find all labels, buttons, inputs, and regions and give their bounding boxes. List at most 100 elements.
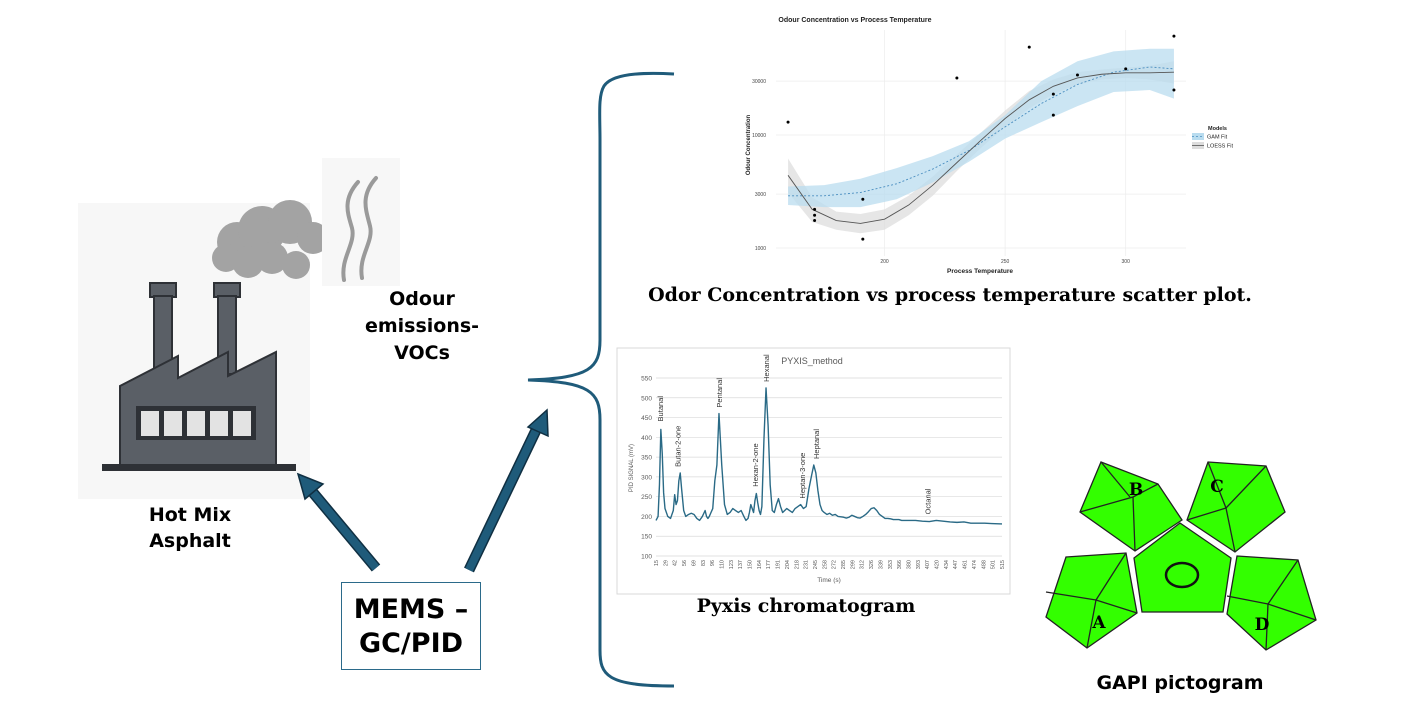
scatter-confidence-bands [788,48,1174,234]
chromatogram-x-tick-label: 434 [944,560,950,569]
smoke-cloud-icon [212,200,329,279]
peak-label: Butanal [656,396,665,422]
chromatogram-x-tick-label: 204 [785,560,791,569]
scatter-y-axis-label: Odour Concentration [746,115,752,176]
gapi-pentagon-a [1045,552,1138,649]
chromatogram-tick-labels: 100 150 200 250 300 350 400 450 500 550 15 29 42 56 69… [641,376,1006,570]
peak-label: Heptan-3-one [798,453,807,499]
legend-entry: GAM Fit [1207,135,1228,141]
chromatogram-x-tick-label: 150 [748,560,754,569]
chromatogram-y-tick-label: 150 [641,534,652,541]
chromatogram-x-tick-label: 299 [850,560,856,569]
chromatogram-x-tick-label: 515 [1000,560,1006,569]
odour-emissions-label: Odour emissions- VOCs [360,286,484,367]
gapi-pentagon-c [1186,461,1286,553]
gapi-caption: GAPI pictogram [1096,672,1264,694]
hma-line-1: Hot Mix [148,504,232,526]
chromatogram-x-tick-label: 326 [869,560,875,569]
scatter-point [1027,45,1031,49]
chromatogram-x-tick-label: 245 [813,560,819,569]
chromatogram-chart: PYXIS_method Butanal Butan-2-one Pentanal H… [616,347,1011,595]
chromatogram-x-tick-label: 69 [691,560,697,566]
gc-pid-label: GC/PID [358,628,464,659]
scatter-caption: Odor Concentration vs process temperatur… [648,284,1252,306]
chromatogram-x-tick-label: 29 [663,560,669,566]
peak-label: Butan-2-one [673,426,682,467]
odour-line-2: emissions- [364,315,480,337]
scatter-point [861,197,865,201]
scatter-y-tick-label: 3000 [755,192,766,198]
peak-label: Heptanal [812,429,821,459]
chromatogram-signal [655,387,1003,525]
curly-brace [527,71,675,688]
scatter-point [1051,113,1055,117]
chromatogram-x-tick-label: 218 [794,560,800,569]
scatter-y-tick-label: 10000 [752,133,766,139]
scatter-point [955,76,959,80]
chromatogram-title: PYXIS_method [781,356,843,366]
factory-icon [78,158,400,499]
chromatogram-y-tick-label: 250 [641,494,652,501]
scatter-points [786,34,1176,241]
scatter-point [813,207,817,211]
scatter-point [813,219,817,223]
chromatogram-x-tick-label: 15 [654,560,660,566]
chromatogram-x-tick-label: 123 [729,560,735,569]
gapi-pentagon-center [1133,522,1232,613]
chromatogram-trace [655,387,1003,525]
scatter-y-tick-label: 1000 [755,246,766,252]
scatter-point [1172,34,1176,38]
chromatogram-y-tick-label: 100 [641,554,652,561]
scatter-tick-labels: 200 250 300 1000 3000 10000 30000 [752,79,1130,265]
chromatogram-y-tick-label: 350 [641,455,652,462]
chromatogram-x-tick-label: 380 [906,560,912,569]
hot-mix-asphalt-label: Hot Mix Asphalt [120,502,260,554]
chromatogram-x-tick-label: 447 [953,560,959,569]
scatter-point [813,213,817,217]
chromatogram-x-tick-label: 393 [916,560,922,569]
legend-entry: LOESS Fit [1207,144,1233,150]
odour-wave-icon [322,158,400,286]
scatter-chart: Odour Concentration vs Process Temperatu… [746,17,1233,275]
chromatogram-x-tick-label: 164 [757,560,763,569]
chromatogram-x-tick-label: 42 [673,560,679,566]
scatter-y-tick-label: 30000 [752,79,766,85]
gapi-label-c: C [1210,477,1224,497]
gapi-pentagon-d [1226,555,1317,651]
gapi-pentagon-b [1079,461,1183,552]
chromatogram-y-tick-label: 550 [641,376,652,383]
chromatogram-x-tick-label: 285 [841,560,847,569]
chromatogram-x-tick-label: 474 [972,560,978,569]
gam-confidence-band [788,48,1174,208]
chromatogram-x-tick-label: 258 [822,560,828,569]
scatter-point [1124,67,1128,71]
chromatogram-x-tick-label: 110 [719,560,725,569]
scatter-x-axis-label: Process Temperature [947,268,1013,275]
chromatogram-y-tick-label: 200 [641,514,652,521]
scatter-legend: Models GAM Fit LOESS Fit [1192,126,1233,150]
scatter-point [861,237,865,241]
chromatogram-x-tick-label: 420 [935,560,941,569]
chromatogram-x-tick-label: 501 [991,560,997,569]
legend-title: Models [1208,126,1227,132]
arrow-to-analysis [464,408,549,573]
scatter-x-tick-label: 250 [1001,259,1010,265]
chromatogram-x-tick-label: 177 [766,560,772,569]
chromatogram-x-tick-label: 312 [860,560,866,569]
chromatogram-peak-labels: Butanal Butan-2-one Pentanal Hexan-2-one Hex… [656,354,932,514]
chromatogram-x-tick-label: 137 [738,560,744,569]
mems-gc-pid-box: MEMS – GC/PID [341,582,481,670]
hma-line-2: Asphalt [149,530,231,552]
chromatogram-x-tick-label: 96 [710,560,716,566]
loess-fit-line [787,71,1174,224]
gapi-label-b: B [1129,480,1143,500]
scatter-point [1075,73,1079,77]
chromatogram-x-tick-label: 407 [925,560,931,569]
chromatogram-border [616,347,1011,595]
arrow-to-factory [296,472,381,572]
scatter-x-tick-label: 200 [880,259,889,265]
chromatogram-x-tick-label: 366 [897,560,903,569]
scatter-point [786,120,790,124]
peak-label: Pentanal [715,378,724,408]
chromatogram-x-tick-label: 461 [963,560,969,569]
